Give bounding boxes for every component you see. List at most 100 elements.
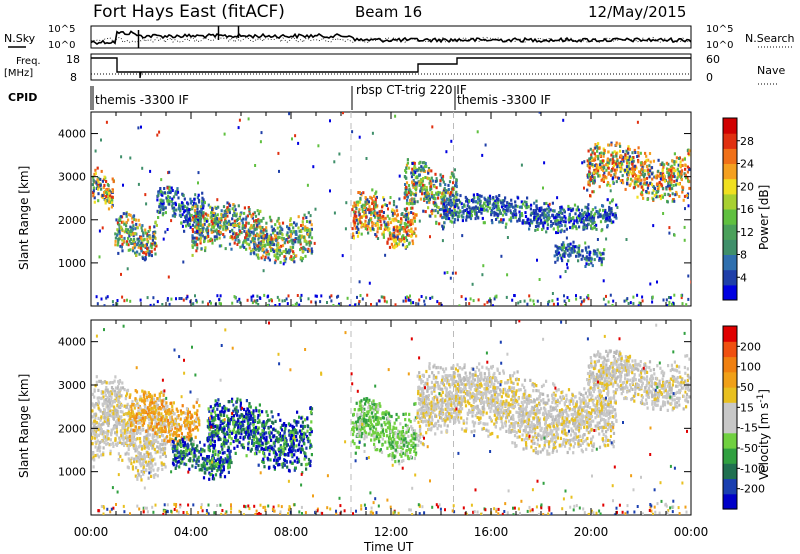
scatter-region bbox=[171, 436, 233, 481]
y-tick-label: 3000 bbox=[58, 379, 86, 392]
velocity-panel: 1000 2000 3000 4000 Slant Range [km] 200 100… bbox=[17, 319, 771, 554]
beam-label: Beam 16 bbox=[355, 3, 422, 21]
velocity-y-axis: 1000 2000 3000 4000 bbox=[58, 320, 692, 515]
scatter-region bbox=[91, 166, 115, 211]
y-tick-label: 3000 bbox=[58, 171, 86, 184]
colorbar-tick-label: 16 bbox=[740, 203, 754, 216]
nsky-right-tick-bottom: 10^0 bbox=[706, 40, 733, 51]
colorbar-tick-label: 24 bbox=[740, 158, 754, 171]
scatter-region bbox=[128, 389, 201, 448]
colorbar-tick-label: -100 bbox=[740, 462, 765, 475]
cpid-segment-1: themis -3300 IF bbox=[95, 93, 189, 107]
colorbar-tick-label: -15 bbox=[740, 422, 758, 435]
colorbar-segment bbox=[723, 326, 737, 342]
scatter-region bbox=[403, 158, 458, 226]
y-tick-label: 1000 bbox=[58, 257, 86, 270]
scatter-region bbox=[553, 240, 606, 268]
x-tick-label: 00:00 bbox=[674, 525, 709, 539]
colorbar-segment bbox=[723, 224, 737, 240]
colorbar-segment bbox=[723, 356, 737, 373]
nave-tick-bottom: 0 bbox=[706, 71, 713, 84]
velocity-unit-close: ] bbox=[757, 389, 771, 394]
nsearch-label: N.Search bbox=[745, 32, 795, 45]
colorbar-segment bbox=[723, 254, 737, 271]
colorbar-segment bbox=[723, 371, 737, 388]
colorbar-segment bbox=[723, 163, 737, 180]
freq-label: Freq. bbox=[16, 56, 41, 67]
colorbar-tick-label: 200 bbox=[740, 340, 761, 353]
colorbar-segment bbox=[723, 209, 737, 225]
x-tick-label: 20:00 bbox=[574, 525, 609, 539]
colorbar-segment bbox=[723, 478, 737, 495]
x-tick-label: 04:00 bbox=[174, 525, 209, 539]
colorbar-tick-label: 4 bbox=[740, 271, 747, 284]
date-label: 12/May/2015 bbox=[588, 3, 686, 21]
colorbar-segment bbox=[723, 341, 737, 358]
colorbar-tick-label: 20 bbox=[740, 180, 754, 193]
colorbar-segment bbox=[723, 178, 737, 195]
colorbar-segment bbox=[723, 448, 737, 464]
velocity-y-label: Slant Range [km] bbox=[17, 374, 31, 478]
y-tick-label: 4000 bbox=[58, 336, 86, 349]
freq-tick-bottom: 8 bbox=[70, 71, 77, 84]
freq-unit-label: [MHz] bbox=[4, 68, 33, 79]
nsky-tick-bottom: 10^0 bbox=[48, 40, 75, 51]
velocity-colorbar: 200 100 50 15 -15 -50 -100 -200 bbox=[722, 325, 765, 510]
freq-panel: Freq. [MHz] 18 8 60 0 Nave bbox=[4, 53, 785, 85]
colorbar-tick-label: 8 bbox=[740, 249, 747, 262]
scatter-region bbox=[351, 188, 418, 250]
colorbar-tick-label: 28 bbox=[740, 135, 754, 148]
colorbar-segment bbox=[723, 432, 737, 449]
y-tick-label: 2000 bbox=[58, 422, 86, 435]
time-x-axis: 00:00 04:00 08:00 12:00 16:00 20:00 00:00 bbox=[74, 525, 709, 539]
colorbar-segment bbox=[723, 417, 737, 434]
power-colorbar: 4 8 12 16 20 24 28 bbox=[722, 117, 754, 301]
sparse-echoes bbox=[95, 320, 688, 515]
colorbar-segment bbox=[723, 269, 737, 286]
colorbar-segment bbox=[723, 148, 737, 164]
nsky-label: N.Sky bbox=[4, 32, 36, 45]
freq-tick-top: 18 bbox=[66, 53, 80, 66]
colorbar-tick-label: -200 bbox=[740, 483, 765, 496]
x-tick-label: 16:00 bbox=[474, 525, 509, 539]
y-tick-label: 4000 bbox=[58, 128, 86, 141]
colorbar-segment bbox=[723, 387, 737, 403]
figure-title: Fort Hays East (fitACF) bbox=[93, 2, 285, 22]
colorbar-segment bbox=[723, 118, 737, 134]
colorbar-segment bbox=[723, 133, 737, 149]
cpid-label: CPID bbox=[8, 91, 37, 104]
power-y-axis: 1000 2000 3000 4000 bbox=[58, 112, 692, 306]
freq-trace bbox=[91, 57, 691, 79]
scatter-region bbox=[114, 211, 158, 262]
scatter-region bbox=[416, 362, 618, 456]
nsearch-series-line bbox=[90, 36, 692, 44]
colorbar-segment bbox=[723, 402, 737, 419]
nsky-right-tick-top: 10^5 bbox=[706, 24, 733, 35]
power-heatmap bbox=[91, 112, 691, 306]
nave-label: Nave bbox=[757, 64, 785, 77]
scatter-region bbox=[351, 397, 418, 464]
colorbar-tick-label: 100 bbox=[740, 361, 761, 374]
colorbar-tick-label: 12 bbox=[740, 226, 754, 239]
power-panel: 1000 2000 3000 4000 Slant Range [km] 4 8 12 16… bbox=[17, 111, 771, 307]
nsky-series-line bbox=[90, 30, 692, 45]
cpid-segment-2: rbsp CT-trig 220 IF bbox=[356, 83, 467, 97]
x-tick-label: 12:00 bbox=[374, 525, 409, 539]
sparse-echoes bbox=[94, 112, 691, 306]
nave-tick-top: 60 bbox=[706, 53, 720, 66]
velocity-colorbar-label: Velocity [m s-1] bbox=[756, 389, 771, 480]
y-tick-label: 2000 bbox=[58, 214, 86, 227]
nsky-tick-top: 10^5 bbox=[48, 24, 75, 35]
scatter-region bbox=[441, 193, 618, 235]
power-y-label: Slant Range [km] bbox=[17, 166, 31, 270]
colorbar-segment bbox=[723, 239, 737, 255]
x-tick-label: 00:00 bbox=[74, 525, 109, 539]
power-colorbar-label: Power [dB] bbox=[757, 185, 771, 250]
x-tick-label: 08:00 bbox=[274, 525, 309, 539]
colorbar-tick-label: 50 bbox=[740, 381, 754, 394]
colorbar-segment bbox=[723, 284, 737, 301]
colorbar-tick-label: -50 bbox=[740, 442, 758, 455]
nsky-panel: N.Sky 10^5 10^0 10^5 10^0 N.Search bbox=[4, 24, 795, 51]
